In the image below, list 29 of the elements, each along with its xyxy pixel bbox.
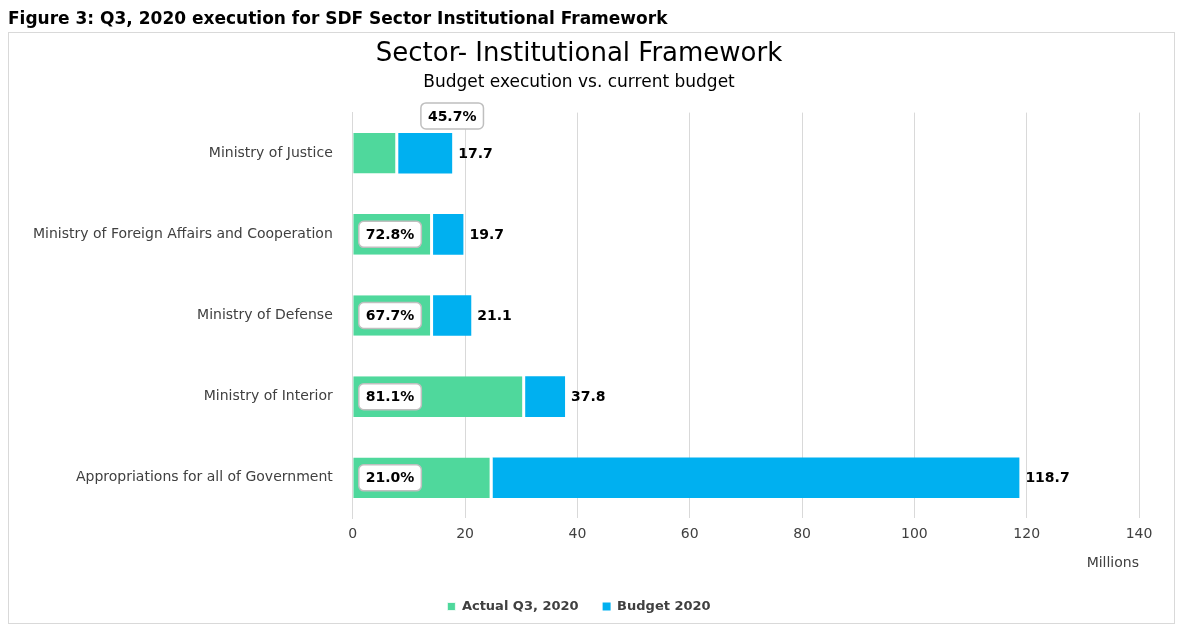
annotation: 67.7% bbox=[365, 307, 415, 324]
total-label: 17.7 bbox=[458, 144, 493, 161]
x-tick-label: 120 bbox=[1013, 525, 1041, 542]
total-label: 37.8 bbox=[571, 388, 606, 405]
annotation: 81.1% bbox=[365, 388, 415, 405]
total-label: 21.1 bbox=[477, 307, 512, 324]
x-axis-title: Millions bbox=[1086, 554, 1139, 571]
x-tick-label: 140 bbox=[1125, 525, 1153, 542]
chart-title: Sector- Institutional Framework bbox=[375, 37, 783, 68]
x-tick-label: 100 bbox=[901, 525, 928, 542]
annotation: 45.7% bbox=[427, 107, 477, 124]
y-tick-label: Ministry of Interior bbox=[203, 387, 333, 404]
y-tick-label: Ministry of Foreign Affairs and Cooperation bbox=[32, 224, 333, 241]
y-tick-label: Ministry of Justice bbox=[208, 143, 333, 160]
total-label: 118.7 bbox=[1025, 469, 1070, 486]
x-tick-label: 20 bbox=[456, 525, 474, 542]
total-label: 19.7 bbox=[469, 225, 504, 242]
annotation: 72.8% bbox=[365, 225, 415, 242]
legend-label: Budget 2020 bbox=[617, 597, 711, 613]
y-tick-label: Ministry of Defense bbox=[197, 306, 333, 323]
annotation: 21.0% bbox=[365, 469, 415, 486]
y-tick-label: Appropriations for all of Government bbox=[75, 468, 334, 485]
x-tick-label: 0 bbox=[348, 525, 358, 542]
x-tick-label: 80 bbox=[793, 525, 811, 542]
x-tick-label: 40 bbox=[568, 525, 587, 542]
legend-label: Actual Q3, 2020 bbox=[461, 597, 579, 613]
caption: Figure 3: Q3, 2020 execution for SDF Sector Institutional Framework bbox=[8, 8, 669, 28]
chart-subtitle: Budget execution vs. current budget bbox=[423, 70, 736, 91]
x-tick-label: 60 bbox=[680, 525, 699, 542]
